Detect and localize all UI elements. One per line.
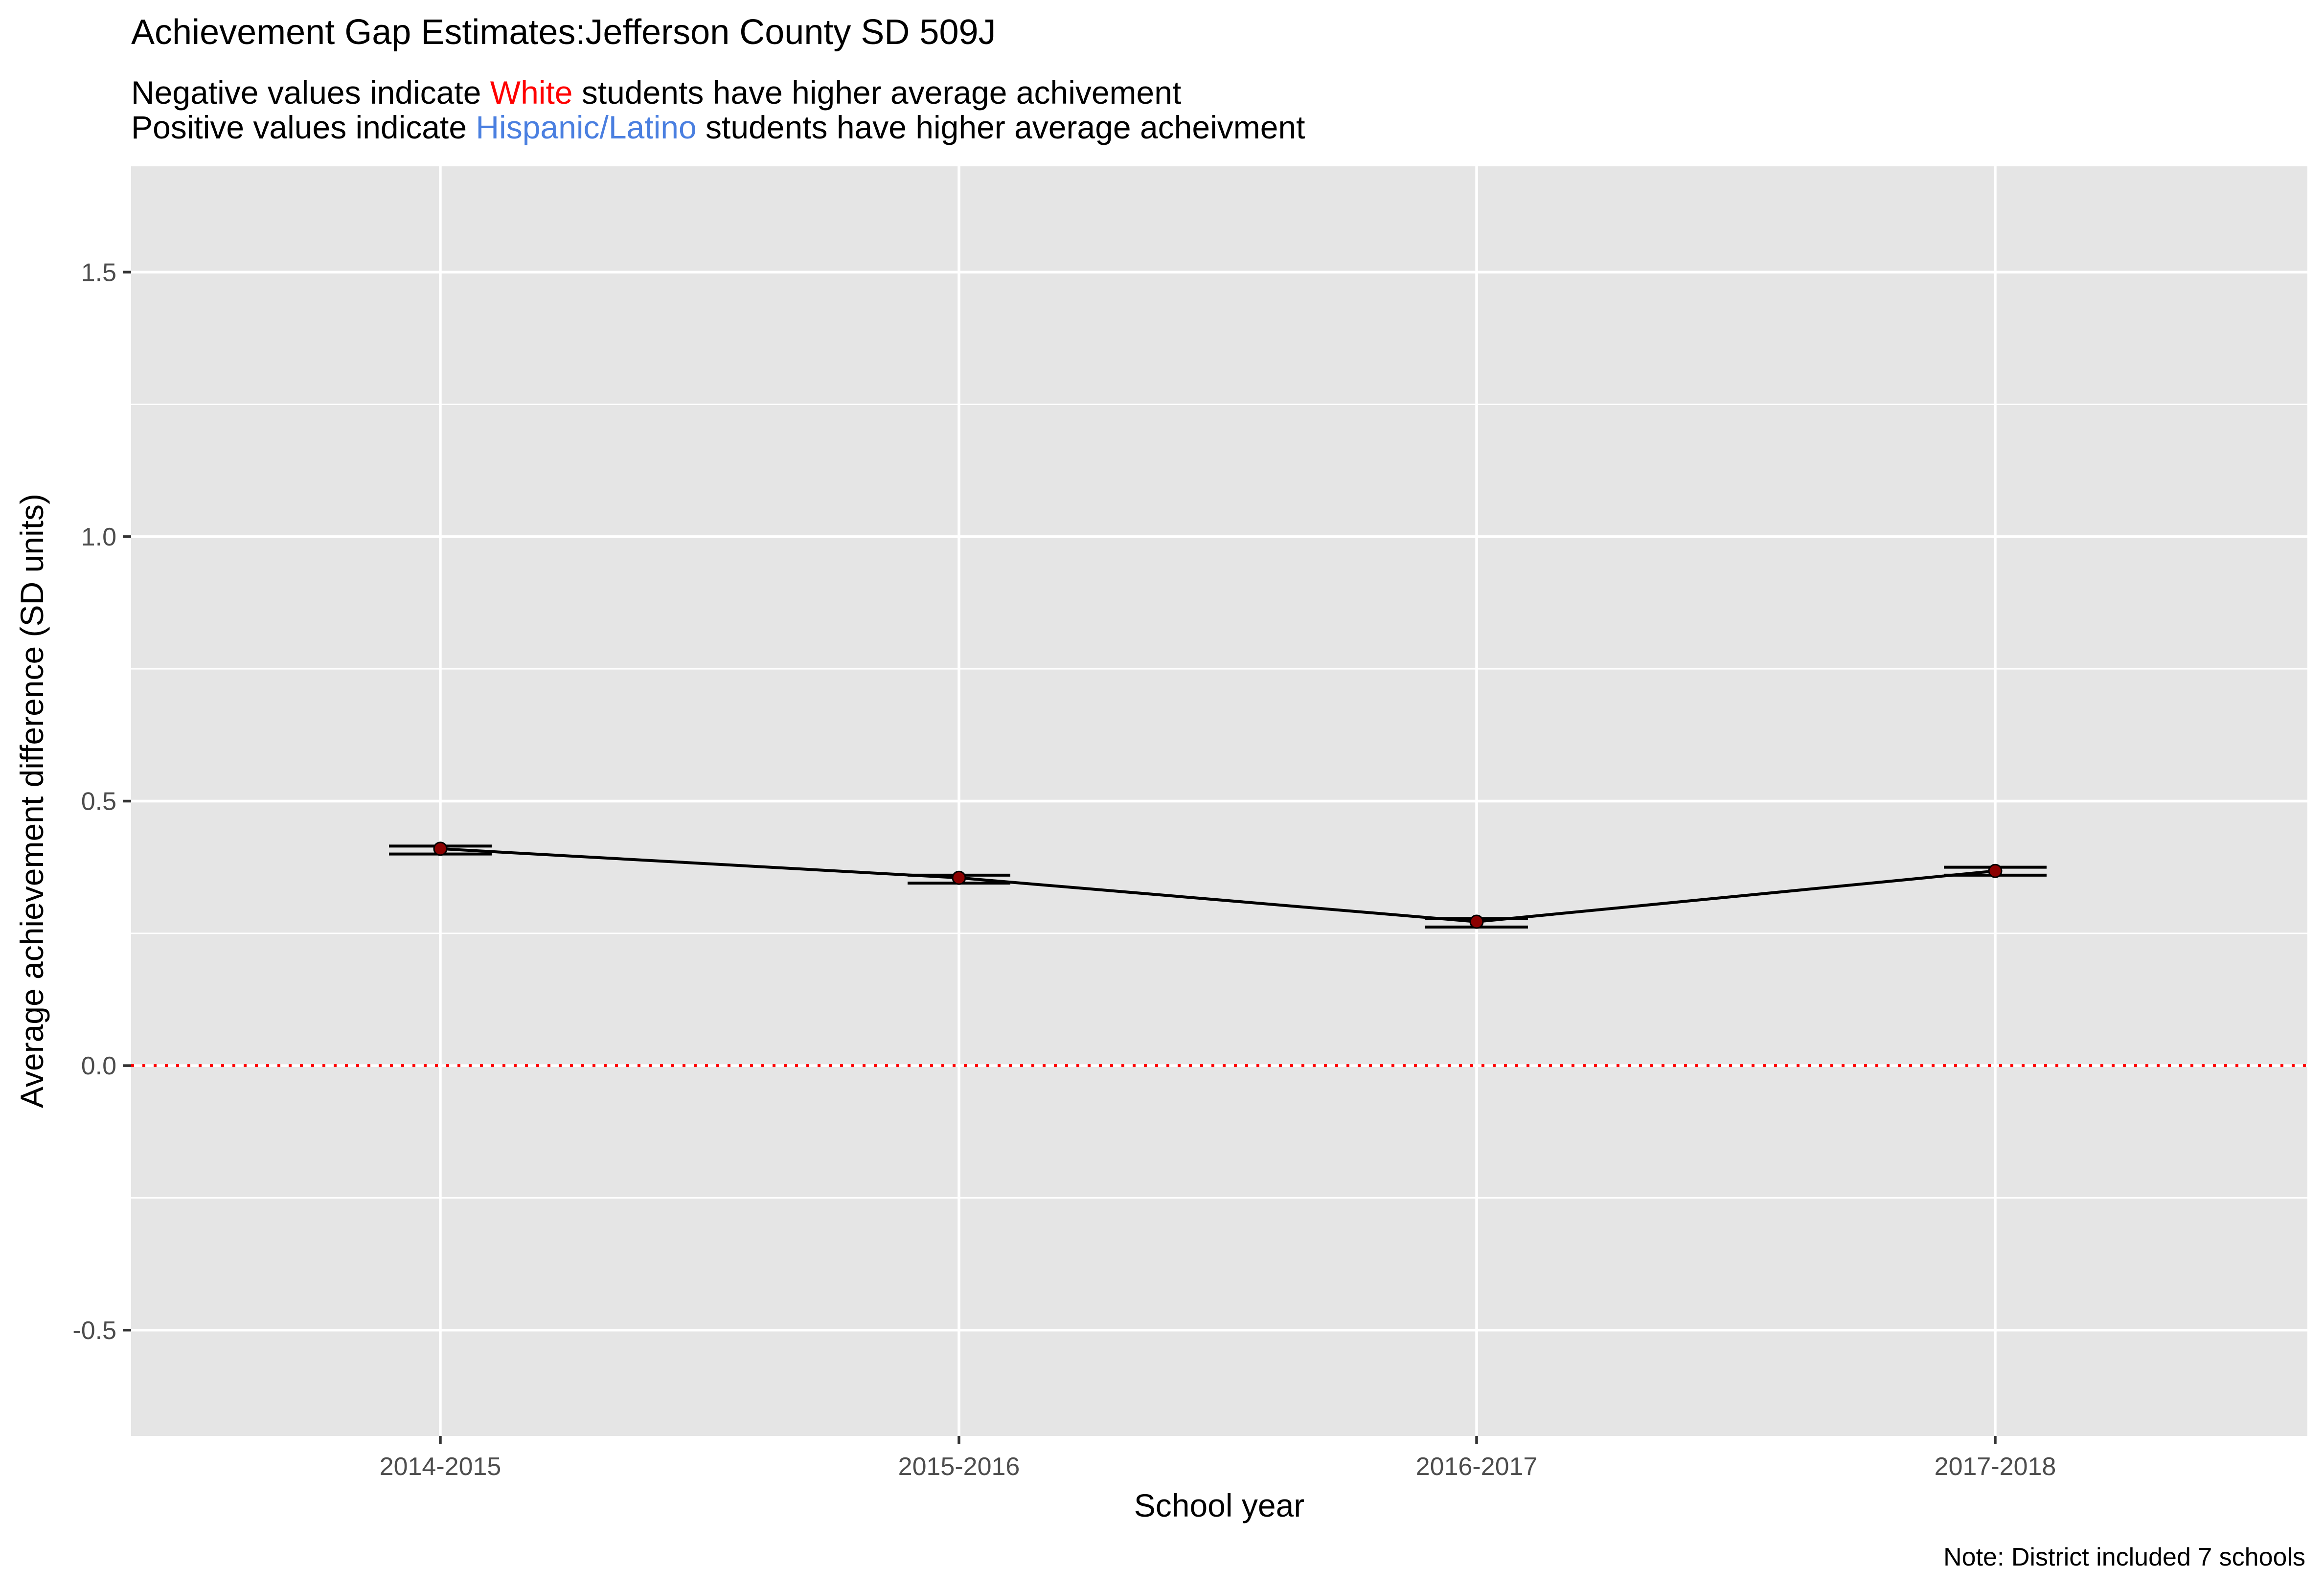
- y-tick-label: 1.5: [81, 258, 116, 287]
- y-tick-label: 0.5: [81, 788, 116, 816]
- y-tick-label: -0.5: [72, 1317, 116, 1345]
- subtitle-line1-suffix: students have higher average achivement: [573, 74, 1182, 111]
- x-tick-label: 2015-2016: [898, 1453, 1020, 1481]
- x-tick-label: 2016-2017: [1416, 1453, 1538, 1481]
- subtitle-line2-prefix: Positive values indicate: [131, 109, 476, 145]
- chart-subtitle-line2: Positive values indicate Hispanic/Latino…: [131, 109, 1305, 145]
- series-line: [440, 847, 1996, 924]
- data-point: [433, 841, 448, 856]
- chart-subtitle-line1: Negative values indicate White students …: [131, 74, 1181, 111]
- chart-caption: Note: District included 7 schools: [1943, 1543, 2305, 1571]
- data-point: [1988, 863, 2003, 878]
- x-tick-label: 2014-2015: [380, 1453, 501, 1481]
- x-axis-title: School year: [1134, 1487, 1305, 1523]
- y-axis: -0.5 0.0 0.5 1.0 1.5: [72, 258, 131, 1345]
- subtitle-hispanic-highlight: Hispanic/Latino: [476, 109, 696, 145]
- x-axis: 2014-2015 2015-2016 2016-2017 2017-2018: [380, 1436, 2056, 1481]
- x-tick-label: 2017-2018: [1935, 1453, 2056, 1481]
- y-tick-label: 1.0: [81, 523, 116, 551]
- chart-title: Achievement Gap Estimates:Jefferson Coun…: [131, 13, 996, 52]
- subtitle-line2-suffix: students have higher average acheivment: [697, 109, 1305, 145]
- subtitle-line1-prefix: Negative values indicate: [131, 74, 490, 111]
- y-tick-label: 0.0: [81, 1052, 116, 1080]
- gridlines: [131, 166, 2307, 1436]
- data-point: [952, 870, 966, 885]
- subtitle-white-highlight: White: [490, 74, 573, 111]
- y-axis-title: Average achievement difference (SD units…: [14, 494, 50, 1108]
- data-point: [1469, 914, 1484, 929]
- data-points: [433, 841, 2003, 929]
